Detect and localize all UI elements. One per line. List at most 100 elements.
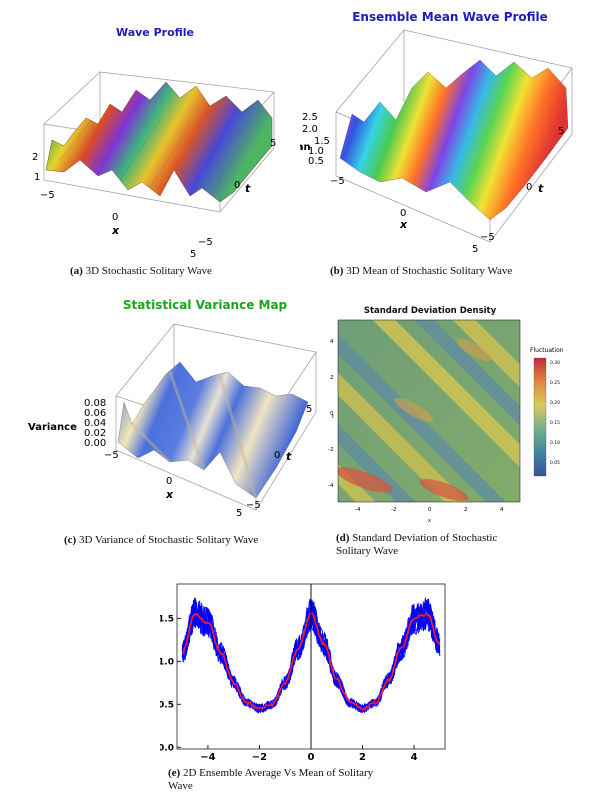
panel-d-colorbar-tick: 0.20 [550,400,560,406]
panel-b-caption-tag: (b) [330,265,344,277]
panel-d-colorbar-tick: 0.15 [550,420,560,426]
panel-a-title: Wave Profile [115,26,195,39]
y-tick-label: 0.5 [160,700,174,710]
panel-a-caption-tag: (a) [70,265,83,277]
panel-a-caption-text: 3D Stochastic Solitary Wave [85,265,212,277]
panel-c: Statistical Variance Map Variance 0.08 0… [20,292,320,520]
panel-e-caption-text: 2D Ensemble Average Vs Mean of Solitary [182,767,374,779]
panel-b-z-tick: 1.5 [314,136,330,147]
panel-a-x-label: x [111,224,120,237]
panel-d-x-label: x [428,518,431,524]
panel-a-t-tick: 5 [270,138,276,149]
panel-b-surface [339,59,569,221]
panel-a-t-tick: 0 [234,180,240,191]
panel-b-z-tick: 2.0 [302,124,318,135]
panel-a-z-tick: 1 [34,172,40,183]
panel-d-x-tick: -2 [391,507,396,513]
panel-c-t-tick: 0 [274,450,280,461]
panel-d-caption-text: Standard Deviation of Stochastic [352,532,498,544]
panel-c-z-tick: 0.00 [84,438,106,449]
x-tick-label: 0 [308,752,315,760]
panel-d-y-tick: 0 [330,411,334,417]
panel-d-caption: (d) Standard Deviation of Stochastic Sol… [336,532,536,558]
panel-c-x-tick: 0 [166,476,172,487]
panel-e-caption: (e) 2D Ensemble Average Vs Mean of Solit… [168,767,428,793]
panel-c-z-tick: 0.02 [84,428,106,439]
y-tick-label: 1.0 [160,657,174,667]
panel-c-z-tick: 0.08 [84,398,106,409]
panel-b-t-tick: −5 [480,232,495,243]
panel-d-y-tick: 2 [330,375,334,381]
panel-b-z-tick: 1.0 [308,146,324,157]
panel-a-surface-plot: 2 1 −5 0 x 5 5 0 t −5 [32,71,276,260]
panel-d-bands [338,320,520,502]
panel-e-caption-line1: (e) 2D Ensemble Average Vs Mean of Solit… [168,767,428,780]
panel-c-surface-plot: Variance 0.08 0.06 0.04 0.02 0.00 −5 0 x… [28,323,317,519]
panel-b-x-tick: 5 [472,244,478,255]
panel-c-caption-tag: (c) [64,534,77,546]
panel-b-caption-text: 3D Mean of Stochastic Solitary Wave [346,265,513,277]
panel-e-caption-line2: Wave [168,780,193,792]
panel-d-caption-line1: (d) Standard Deviation of Stochastic [336,532,536,545]
panel-d-colorbar-tick: 0.25 [550,380,560,386]
panel-d-x-tick: 0 [428,507,432,513]
panel-d-colorbar-tick: 0.05 [550,460,560,466]
panel-a-surface [45,81,273,203]
panel-a-x-tick: 0 [112,212,118,223]
panel-b-x-label: x [399,218,408,231]
panel-c-t-tick: 5 [306,404,312,415]
panel-a: Wave Profile 2 1 −5 0 x 5 5 0 [20,20,290,260]
panel-b-caption: (b) 3D Mean of Stochastic Solitary Wave [330,265,580,278]
panel-d-caption-line2: Solitary Wave [336,545,399,557]
panel-b: Ensemble Mean Wave Profile Mean 2.5 2.0 … [300,2,590,260]
panel-d-density-plot: 4 2 0 -2 -4 t -4 -2 0 2 4 x Fluctuation … [328,319,564,524]
panel-b-t-label: t [538,182,544,195]
panel-c-caption-text: 3D Variance of Stochastic Solitary Wave [78,534,259,546]
panel-c-z-label: Variance [28,422,77,433]
panel-d-y-label: t [332,414,334,420]
y-tick-label: 0.0 [160,743,174,753]
panel-e-line-chart: −4 −2 0 2 4 0.0 0.5 1.0 1.5 [160,583,446,760]
panel-c-x-tick: −5 [104,450,119,461]
panel-c-t-label: t [286,450,292,463]
panel-e-ticks: −4 −2 0 2 4 0.0 0.5 1.0 1.5 [160,614,418,760]
panel-e-caption-tag: (e) [168,767,181,779]
x-tick-label: −4 [200,752,215,760]
x-tick-label: −2 [252,752,267,760]
panel-d-colorbar-title: Fluctuation [530,347,564,354]
y-tick-label: 1.5 [160,614,174,624]
panel-d-x-tick: 4 [500,507,504,513]
panel-b-surface-plot: Mean 2.5 2.0 1.5 1.0 0.5 −5 0 x 5 5 0 t … [300,29,573,255]
panel-d-colorbar-tick: 0.10 [550,440,560,446]
panel-c-x-tick: 5 [236,508,242,519]
panel-a-x-tick: 5 [190,249,196,260]
panel-b-x-tick: −5 [330,176,345,187]
panel-b-x-tick: 0 [400,208,406,219]
panel-d-y-tick: -2 [328,447,333,453]
panel-d-colorbar-tick: 0.30 [550,360,560,366]
panel-d-x-tick: -4 [355,507,361,513]
panel-b-z-label: Mean [300,142,311,153]
panel-c-x-label: x [165,488,174,501]
panel-d-caption-tag: (d) [336,532,350,544]
panel-d-colorbar [533,357,547,477]
panel-a-caption: (a) 3D Stochastic Solitary Wave [70,265,270,278]
panel-b-title: Ensemble Mean Wave Profile [352,10,548,24]
panel-d: Standard Deviation Density [324,300,586,530]
panel-b-z-tick: 0.5 [308,156,324,167]
panel-d-x-tick: 2 [464,507,468,513]
panel-b-t-tick: 0 [526,182,532,193]
panel-a-x-tick: −5 [40,190,55,201]
panel-d-title: Standard Deviation Density [363,306,497,316]
panel-d-y-tick: -4 [328,483,334,489]
panel-c-z-tick: 0.06 [84,408,106,419]
panel-a-z-tick: 2 [32,152,38,163]
panel-b-t-tick: 5 [558,126,564,137]
panel-c-surface [117,361,309,499]
panel-e: −4 −2 0 2 4 0.0 0.5 1.0 1.5 [160,580,450,760]
panel-c-title: Statistical Variance Map [122,298,288,312]
panel-c-z-tick: 0.04 [84,418,106,429]
panel-a-t-label: t [245,182,251,195]
panel-d-y-tick: 4 [330,339,334,345]
panel-c-t-tick: −5 [246,500,261,511]
